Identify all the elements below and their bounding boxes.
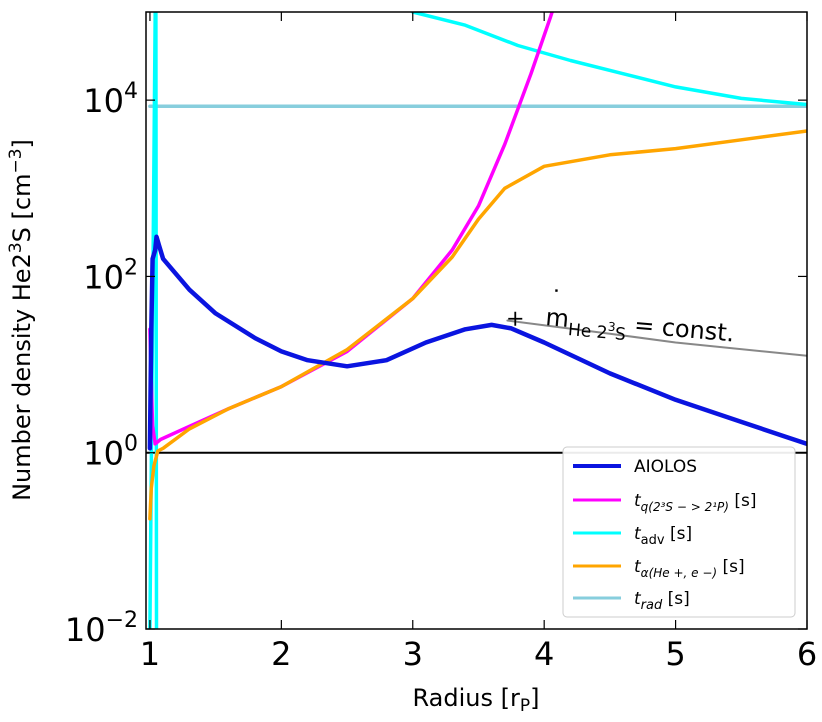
series-0-line xyxy=(147,234,807,451)
legend-label-trad: trad [s] xyxy=(634,589,690,613)
legend-box xyxy=(562,446,796,618)
series-2-segment-1 xyxy=(154,12,159,629)
plus-marker xyxy=(508,311,523,326)
plot-frame xyxy=(145,11,808,630)
x-tick-label-1: 2 xyxy=(271,635,291,673)
y-tick-label-1: 100 xyxy=(83,432,138,473)
x-tick-label-5: 6 xyxy=(797,635,817,673)
marker-layer xyxy=(508,311,523,326)
y-tick-label-3: 104 xyxy=(83,79,138,120)
x-tick-label-4: 5 xyxy=(665,635,685,673)
y-tick-label-2: 102 xyxy=(83,255,138,296)
x-tick-label-0: 1 xyxy=(140,635,160,673)
legend-label-talpha: tα(He +, e −) [s] xyxy=(634,557,745,580)
y-axis-label: Number density He23S [cm−3] xyxy=(6,139,36,501)
series-3-line xyxy=(148,129,807,521)
annotation-sub: He 2 xyxy=(567,320,608,343)
y-tick-label-0: 10−2 xyxy=(65,608,138,649)
series-layer xyxy=(146,12,807,629)
tick-layer: 1 2 3 4 5 6 10−2 100 102 104 xyxy=(65,12,817,673)
series-2-segment-2 xyxy=(411,12,807,107)
legend: AIOLOS tq(2³S − > 2¹P) [s] tadv [s] tα(H… xyxy=(562,446,796,618)
annotation-sub-end: S xyxy=(614,324,626,345)
annotation-m: m xyxy=(544,303,570,333)
legend-label-aiolos: AIOLOS xyxy=(634,457,697,477)
legend-label-tq: tq(2³S − > 2¹P) [s] xyxy=(634,491,756,514)
annotation-dot: ˙ xyxy=(548,285,562,314)
x-tick-label-2: 3 xyxy=(403,635,423,673)
legend-label-tadv: tadv [s] xyxy=(634,524,692,548)
x-tick-label-3: 4 xyxy=(534,635,554,673)
x-axis-label: Radius [rP] xyxy=(413,684,540,716)
annotation-sub-sup: 3 xyxy=(607,320,616,335)
series-5-line xyxy=(506,319,807,357)
